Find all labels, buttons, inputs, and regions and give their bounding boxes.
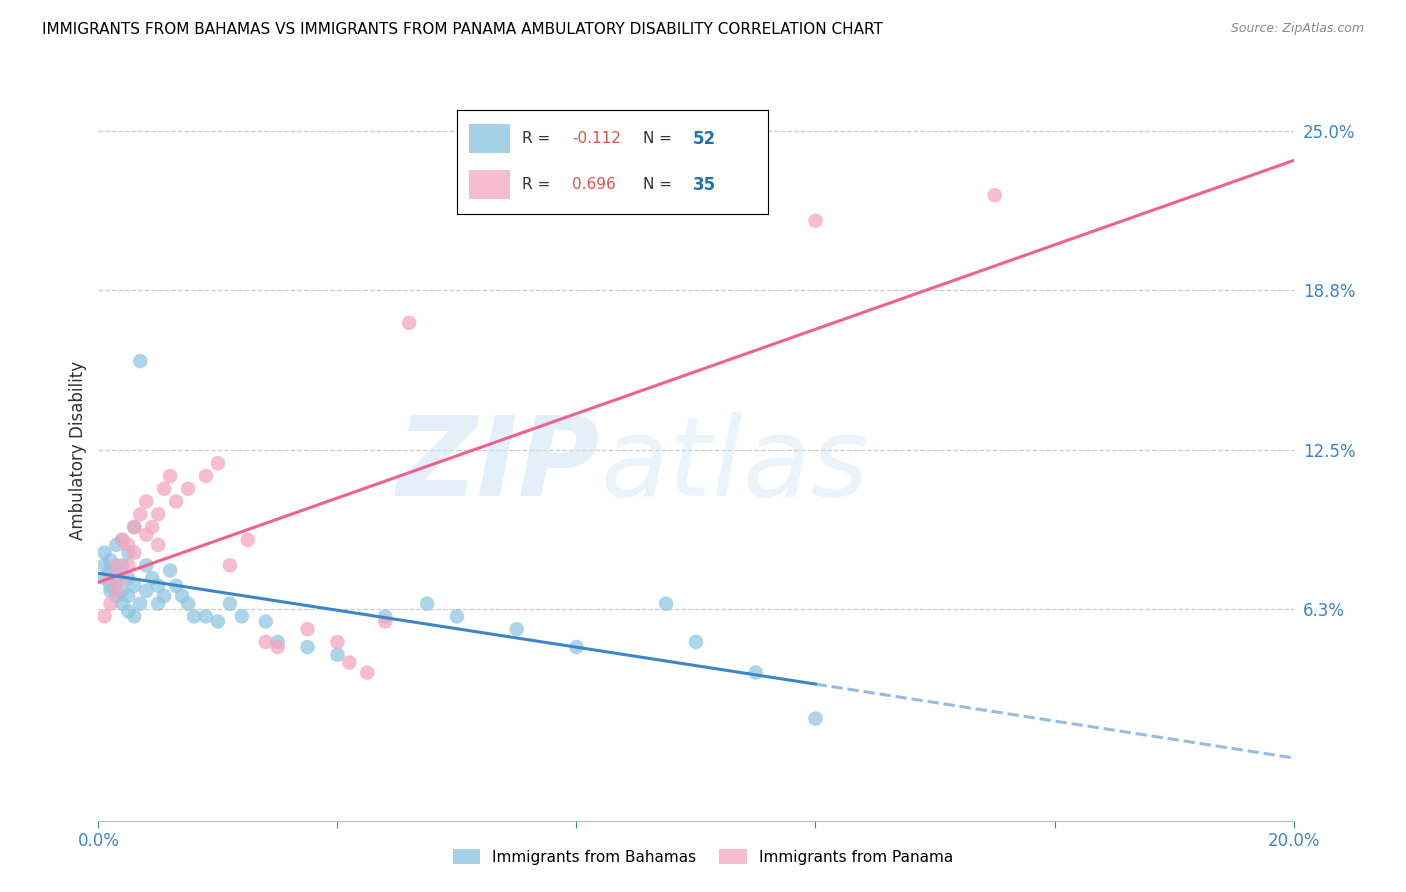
Point: [398, 316, 420, 330]
Point: [117, 604, 139, 618]
Point: [117, 545, 139, 559]
Point: [374, 609, 396, 624]
Point: [565, 640, 588, 654]
Point: [111, 558, 134, 573]
Point: [129, 508, 152, 522]
Point: [105, 538, 128, 552]
Point: [195, 609, 218, 624]
Point: [804, 712, 827, 726]
Point: [153, 589, 176, 603]
Point: [177, 482, 200, 496]
Point: [98, 564, 122, 578]
Point: [446, 609, 468, 624]
Point: [141, 520, 163, 534]
Point: [111, 571, 134, 585]
Point: [93, 545, 115, 559]
Point: [93, 571, 115, 585]
Point: [159, 564, 181, 578]
Point: [111, 583, 134, 598]
Point: [172, 589, 194, 603]
Point: [165, 579, 187, 593]
Text: IMMIGRANTS FROM BAHAMAS VS IMMIGRANTS FROM PANAMA AMBULATORY DISABILITY CORRELAT: IMMIGRANTS FROM BAHAMAS VS IMMIGRANTS FR…: [42, 22, 883, 37]
Point: [135, 583, 157, 598]
Point: [105, 558, 128, 573]
Point: [135, 527, 157, 541]
Point: [984, 188, 1007, 202]
Legend: Immigrants from Bahamas, Immigrants from Panama: Immigrants from Bahamas, Immigrants from…: [447, 843, 959, 871]
Point: [374, 615, 396, 629]
Point: [117, 558, 139, 573]
Point: [148, 597, 170, 611]
Point: [326, 648, 349, 662]
Point: [111, 597, 134, 611]
Point: [685, 635, 707, 649]
Point: [148, 579, 170, 593]
Point: [183, 609, 205, 624]
Point: [93, 609, 115, 624]
Point: [141, 571, 163, 585]
Point: [153, 482, 176, 496]
Point: [267, 640, 290, 654]
Point: [207, 615, 229, 629]
Point: [254, 615, 277, 629]
Point: [148, 508, 170, 522]
Point: [254, 635, 277, 649]
Point: [231, 609, 253, 624]
Point: [267, 635, 290, 649]
Point: [219, 597, 242, 611]
Point: [98, 571, 122, 585]
Point: [124, 545, 146, 559]
Point: [124, 520, 146, 534]
Point: [105, 589, 128, 603]
Point: [98, 597, 122, 611]
Point: [105, 568, 128, 582]
Point: [159, 469, 181, 483]
Point: [98, 579, 122, 593]
Point: [117, 571, 139, 585]
Point: [129, 354, 152, 368]
Point: [297, 640, 319, 654]
Point: [236, 533, 259, 547]
Point: [207, 456, 229, 470]
Point: [356, 665, 378, 680]
Text: atlas: atlas: [600, 412, 869, 519]
Point: [416, 597, 439, 611]
Point: [135, 494, 157, 508]
Point: [804, 213, 827, 227]
Point: [297, 622, 319, 636]
Point: [105, 583, 128, 598]
Point: [339, 656, 361, 670]
Point: [124, 609, 146, 624]
Text: Source: ZipAtlas.com: Source: ZipAtlas.com: [1230, 22, 1364, 36]
Point: [177, 597, 200, 611]
Point: [98, 553, 122, 567]
Point: [506, 622, 529, 636]
Y-axis label: Ambulatory Disability: Ambulatory Disability: [69, 361, 87, 540]
Point: [111, 533, 134, 547]
Point: [129, 597, 152, 611]
Point: [148, 538, 170, 552]
Point: [745, 665, 768, 680]
Point: [195, 469, 218, 483]
Point: [135, 558, 157, 573]
Point: [655, 597, 678, 611]
Point: [117, 589, 139, 603]
Point: [93, 558, 115, 573]
Point: [219, 558, 242, 573]
Point: [124, 579, 146, 593]
Point: [326, 635, 349, 649]
Point: [105, 574, 128, 588]
Point: [117, 538, 139, 552]
Point: [111, 533, 134, 547]
Point: [165, 494, 187, 508]
Point: [124, 520, 146, 534]
Point: [98, 583, 122, 598]
Text: ZIP: ZIP: [396, 412, 600, 519]
